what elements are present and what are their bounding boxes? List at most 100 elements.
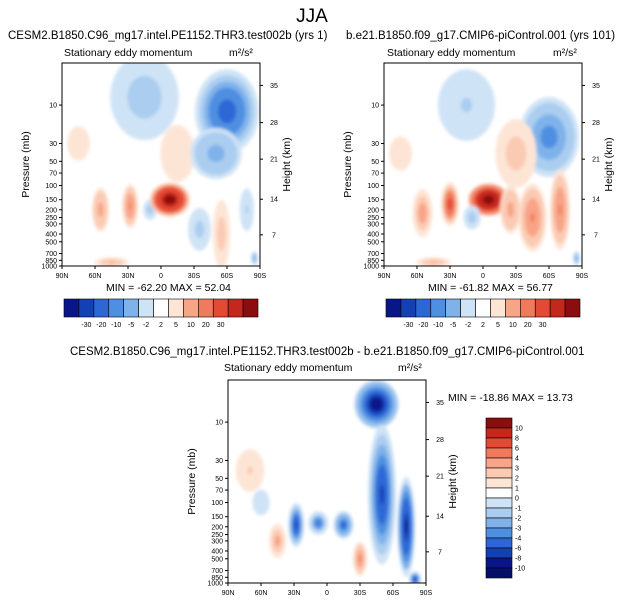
contour-level — [99, 206, 102, 214]
y2-axis-label: Height (km) — [447, 454, 459, 508]
colorbar3-swatch — [485, 517, 513, 529]
x-tick-label: 90N — [56, 273, 69, 280]
colorbar3-label: 4 — [515, 456, 519, 463]
colorbar3-label: -1 — [515, 506, 521, 513]
colorbar2-label: -20 — [418, 322, 428, 329]
colorbar3-swatch — [485, 457, 513, 469]
colorbar3-swatch — [485, 437, 513, 449]
colorbar3-swatch — [485, 497, 513, 509]
colorbar1-swatch — [212, 298, 229, 318]
y-tick-label: 100 — [45, 183, 57, 190]
y-tick-label: 70 — [215, 488, 223, 495]
contour-level — [211, 149, 221, 158]
y-tick-label: 50 — [49, 159, 57, 166]
contour-level — [342, 522, 345, 527]
y-axis-label: Pressure (mb) — [20, 131, 32, 198]
colorbar3-label: 0 — [515, 496, 519, 503]
x-tick-label: 60S — [543, 273, 556, 280]
y-tick-label: 300 — [211, 538, 223, 545]
x-tick-label: 90N — [222, 590, 235, 597]
y-tick-label: 1000 — [207, 581, 223, 588]
colorbar1-swatch — [153, 298, 169, 318]
contour-level — [558, 204, 562, 216]
colorbar2-swatch — [445, 298, 461, 318]
panel1-subtitle: Stationary eddy momentum — [64, 47, 193, 59]
colorbar2-swatch — [460, 298, 476, 318]
contour-level — [138, 90, 151, 105]
y2-axis-label: Height (km) — [603, 137, 615, 191]
contour-level — [544, 131, 554, 143]
x-tick-label: 90S — [576, 273, 589, 280]
contour-level — [295, 521, 298, 529]
y2-tick-label: 7 — [438, 549, 442, 556]
contour-level — [129, 202, 132, 210]
colorbar3-label: 6 — [515, 446, 519, 453]
colorbar2-swatch — [385, 298, 402, 318]
y2-tick-label: 21 — [592, 157, 600, 164]
y2-axis-label: Height (km) — [281, 137, 293, 191]
contour-level — [258, 498, 264, 507]
y-tick-label: 200 — [211, 524, 223, 531]
colorbar3-swatch — [485, 447, 513, 459]
y-tick-label: 50 — [371, 159, 379, 166]
colorbar3-swatch — [485, 417, 513, 429]
colorbar3-swatch — [485, 467, 513, 479]
y-tick-label: 1000 — [363, 264, 379, 271]
colorbar1-swatch — [138, 298, 154, 318]
contour-level — [173, 146, 182, 161]
contour-level — [197, 225, 202, 234]
x-tick-label: 90S — [420, 590, 433, 597]
colorbar2-swatch — [430, 298, 446, 318]
y-tick-label: 400 — [45, 231, 57, 238]
colorbar1-label: 30 — [217, 322, 225, 329]
colorbar3-label: -10 — [515, 566, 525, 573]
y-tick-label: 300 — [367, 221, 379, 228]
y-tick-label: 850 — [45, 258, 57, 265]
colorbar1-label: -5 — [128, 322, 134, 329]
field-contours — [67, 63, 259, 266]
figure-title: JJA — [296, 6, 328, 27]
y2-tick-label: 28 — [436, 437, 444, 444]
y2-tick-label: 14 — [592, 197, 600, 204]
colorbar1-label: 2 — [159, 322, 163, 329]
field-contours — [389, 69, 580, 266]
contour-level — [108, 261, 115, 264]
y-tick-label: 30 — [215, 458, 223, 465]
contour-level — [575, 257, 578, 260]
contour-level — [148, 208, 152, 212]
y2-tick-label: 35 — [436, 400, 444, 407]
colorbar3-label: -2 — [515, 516, 521, 523]
panel1-field — [62, 63, 260, 266]
colorbar1-swatch — [78, 298, 95, 318]
y-tick-label: 850 — [367, 258, 379, 265]
y-tick-label: 10 — [215, 420, 223, 427]
y-tick-label: 30 — [371, 141, 379, 148]
y-tick-label: 400 — [211, 548, 223, 555]
y2-tick-label: 35 — [270, 83, 278, 90]
x-tick-label: 60N — [89, 273, 102, 280]
contour-level — [222, 105, 232, 118]
y-tick-label: 150 — [45, 197, 57, 204]
colorbar3-label: 10 — [515, 426, 523, 433]
y2-tick-label: 21 — [270, 157, 278, 164]
colorbar2-swatch — [415, 298, 432, 318]
panel2-title: b.e21.B1850.f09_g17.CMIP6-piControl.001 … — [346, 30, 616, 42]
colorbar2-swatch — [475, 298, 491, 318]
colorbar2-swatch — [564, 298, 581, 318]
colorbar3-label: -6 — [515, 546, 521, 553]
colorbar2-swatch — [505, 298, 521, 318]
y-tick-label: 300 — [45, 221, 57, 228]
colorbar2-label: 20 — [524, 322, 532, 329]
colorbar3-swatch — [485, 487, 513, 499]
y-tick-label: 250 — [367, 215, 379, 222]
x-tick-label: 30N — [288, 590, 301, 597]
colorbar1-swatch — [123, 298, 139, 318]
y-tick-label: 150 — [367, 197, 379, 204]
field-contours — [235, 380, 421, 583]
colorbar1-label: -2 — [143, 322, 149, 329]
contour-level — [421, 209, 424, 217]
colorbar3-label: -8 — [515, 556, 521, 563]
y-tick-label: 100 — [211, 500, 223, 507]
y-axis-label: Pressure (mb) — [342, 131, 354, 198]
